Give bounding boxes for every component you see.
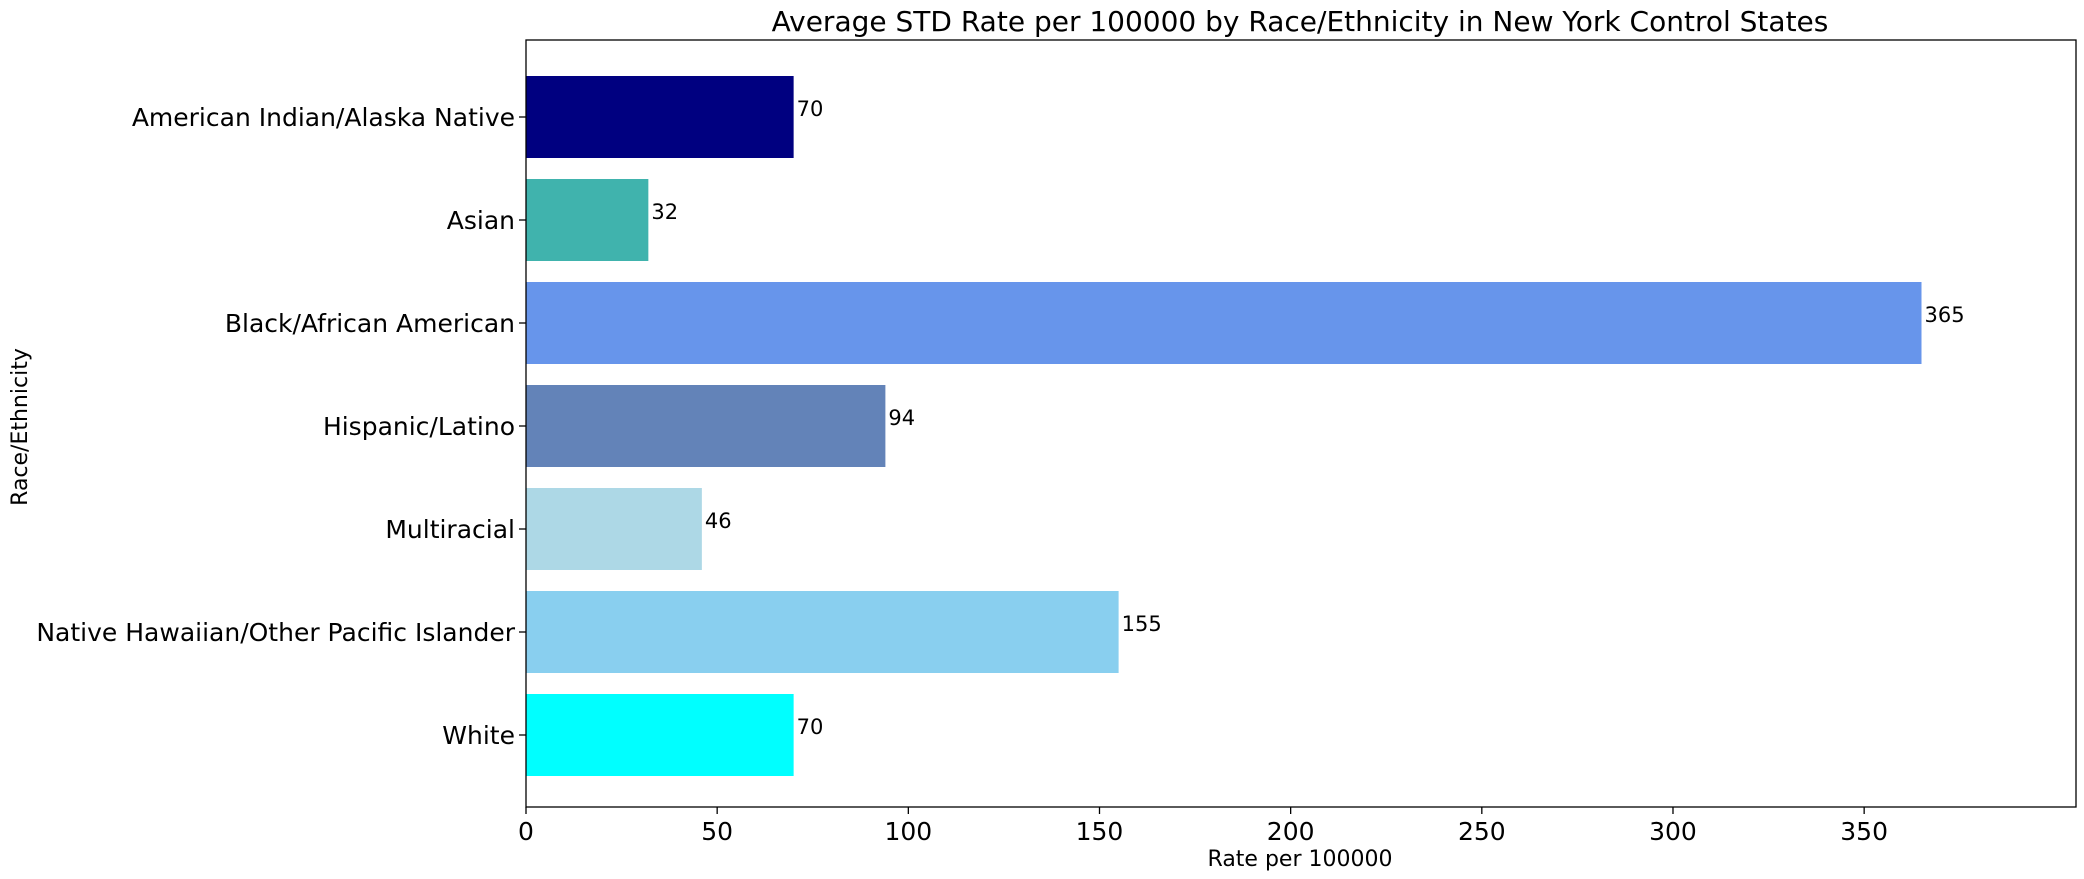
bar	[526, 488, 702, 570]
bar	[526, 591, 1119, 673]
category-label: Native Hawaiian/Other Pacific Islander	[36, 618, 515, 647]
data-label: 155	[1122, 612, 1162, 636]
bar	[526, 76, 794, 158]
x-axis-ticks: 0 50 100 150 200 250 300 350	[518, 807, 1888, 846]
x-tick-label: 150	[1076, 817, 1124, 846]
data-label: 94	[888, 406, 915, 430]
category-labels: American Indian/Alaska Native Asian Black/…	[36, 103, 526, 750]
x-axis-label: Rate per 100000	[1208, 847, 1393, 872]
bar	[526, 385, 886, 467]
data-label: 32	[651, 200, 678, 224]
category-label: White	[442, 721, 515, 750]
x-tick-label: 300	[1649, 817, 1697, 846]
category-label: Asian	[447, 206, 515, 235]
x-tick-label: 200	[1267, 817, 1315, 846]
data-label: 70	[797, 715, 824, 739]
category-label: Black/African American	[225, 309, 515, 338]
data-label: 70	[797, 97, 824, 121]
x-tick-label: 100	[884, 817, 932, 846]
x-tick-label: 50	[701, 817, 733, 846]
x-tick-label: 250	[1458, 817, 1506, 846]
bars-group: 70 32 365 94 46 155 70	[526, 76, 1965, 776]
category-label: American Indian/Alaska Native	[132, 103, 515, 132]
bar	[526, 179, 649, 261]
bar	[526, 282, 1922, 364]
data-label: 46	[705, 509, 732, 533]
category-label: Multiracial	[385, 515, 515, 544]
data-label: 365	[1925, 303, 1965, 327]
y-axis-label: Race/Ethnicity	[8, 348, 33, 506]
plot-frame	[525, 39, 2077, 808]
x-tick-label: 0	[518, 817, 534, 846]
x-tick-label: 350	[1840, 817, 1888, 846]
chart-title: Average STD Rate per 100000 by Race/Ethn…	[772, 5, 1829, 38]
bar	[526, 694, 794, 776]
category-label: Hispanic/Latino	[323, 412, 515, 441]
